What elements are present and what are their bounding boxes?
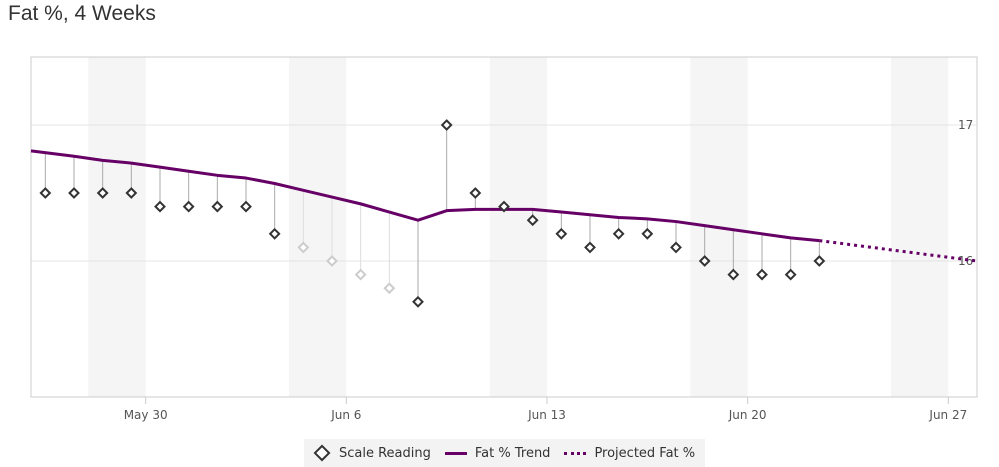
scale-reading-point-6: [213, 202, 222, 211]
dotted-line-icon: [564, 452, 586, 455]
x-tick-label-0: May 30: [124, 408, 168, 422]
scale-reading-point-7: [242, 202, 251, 211]
x-tick-label-4: Jun 27: [928, 408, 967, 422]
scale-reading-point-1: [70, 189, 79, 198]
legend-item-scale-reading[interactable]: Scale Reading: [314, 446, 431, 461]
legend-item-fat-trend[interactable]: Fat % Trend: [445, 446, 551, 461]
legend-item-projected-fat[interactable]: Projected Fat %: [564, 446, 695, 461]
scale-reading-point-25: [758, 270, 767, 279]
scale-reading-point-14: [442, 121, 451, 130]
x-tick-label-3: Jun 20: [728, 408, 767, 422]
scale-reading-point-20: [614, 229, 623, 238]
y-tick-label-0: 17: [958, 118, 973, 132]
x-axis: May 30 Jun 6 Jun 13 Jun 20 Jun 27: [124, 397, 968, 422]
scale-reading-point-26: [786, 270, 795, 279]
scale-reading-point-11: [356, 270, 365, 279]
scale-reading-point-19: [586, 243, 595, 252]
scale-reading-point-8: [270, 229, 279, 238]
solid-line-icon: [445, 452, 467, 455]
weekend-band-2: [490, 57, 547, 397]
scale-reading-point-4: [156, 202, 165, 211]
x-tick-label-1: Jun 6: [330, 408, 361, 422]
fat-percent-chart: May 30 Jun 6 Jun 13 Jun 20 Jun 27 1716: [0, 0, 999, 467]
scale-reading-point-12: [385, 284, 394, 293]
scale-reading-point-18: [557, 229, 566, 238]
weekend-band-4: [891, 57, 948, 397]
legend-label-fat-trend: Fat % Trend: [475, 446, 551, 461]
scale-reading-point-22: [672, 243, 681, 252]
x-tick-label-2: Jun 13: [527, 408, 566, 422]
weekend-band-1: [289, 57, 346, 397]
scale-reading-point-21: [643, 229, 652, 238]
scale-reading-point-15: [471, 189, 480, 198]
scale-reading-point-5: [184, 202, 193, 211]
scale-reading-point-0: [41, 189, 50, 198]
scale-reading-point-27: [815, 257, 824, 266]
weekend-band-0: [88, 57, 145, 397]
legend: Scale Reading Fat % Trend Projected Fat …: [304, 439, 705, 467]
legend-label-projected-fat: Projected Fat %: [594, 446, 695, 461]
weekend-bands: [88, 57, 948, 397]
diamond-marker-icon: [314, 445, 331, 462]
legend-label-scale-reading: Scale Reading: [339, 446, 431, 461]
scale-reading-point-13: [414, 297, 423, 306]
